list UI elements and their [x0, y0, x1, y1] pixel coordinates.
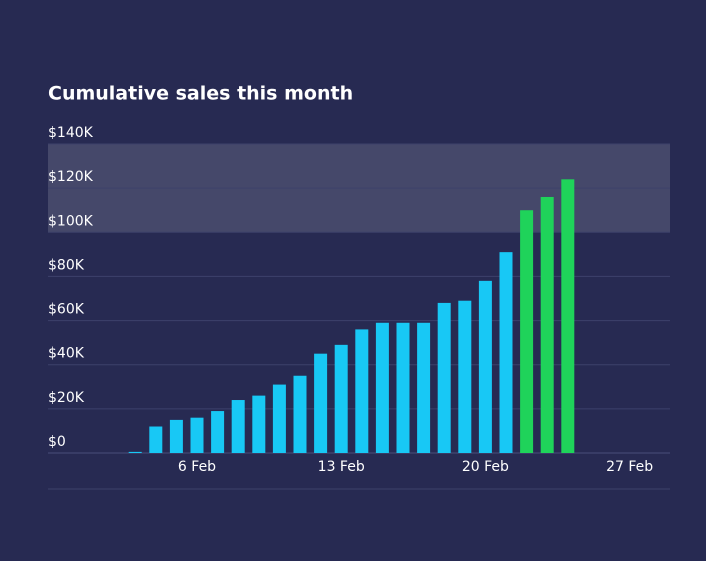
- bar: [252, 395, 266, 453]
- y-tick-label: $100K: [48, 213, 94, 229]
- y-tick-label: $60K: [48, 302, 85, 318]
- bar: [561, 179, 575, 454]
- y-tick-label: $80K: [48, 257, 85, 273]
- bar: [169, 419, 183, 453]
- bar: [293, 375, 307, 453]
- bar: [231, 400, 245, 453]
- y-tick-label: $0: [48, 434, 66, 450]
- x-tick-label: 6 Feb: [178, 459, 216, 475]
- bar: [458, 300, 472, 453]
- y-tick-label: $120K: [48, 169, 94, 185]
- bar: [355, 329, 369, 453]
- x-tick-label: 27 Feb: [606, 459, 653, 475]
- bar: [314, 353, 328, 453]
- bar: [499, 252, 513, 453]
- bar: [520, 210, 534, 453]
- bar: [375, 322, 389, 453]
- y-tick-label: $20K: [48, 390, 85, 406]
- bar: [190, 417, 204, 453]
- bar: [417, 322, 431, 453]
- bar: [128, 451, 142, 453]
- y-tick-label: $140K: [48, 125, 94, 141]
- x-tick-label: 13 Feb: [318, 459, 365, 475]
- bar: [334, 344, 348, 453]
- bar: [478, 280, 492, 453]
- x-tick-label: 20 Feb: [462, 459, 509, 475]
- bar: [437, 302, 451, 453]
- bar: [272, 384, 286, 453]
- y-tick-label: $40K: [48, 346, 85, 362]
- chart-title: Cumulative sales this month: [48, 83, 353, 105]
- bar: [211, 411, 225, 453]
- bar: [396, 322, 410, 453]
- bar: [540, 196, 554, 453]
- bar: [149, 426, 163, 453]
